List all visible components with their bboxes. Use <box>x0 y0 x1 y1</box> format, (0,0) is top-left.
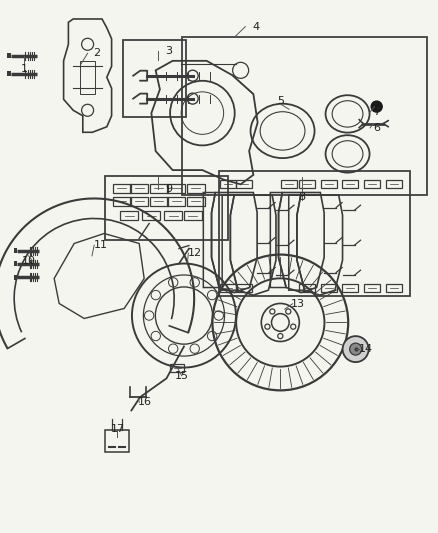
Bar <box>364 180 380 188</box>
Text: 13: 13 <box>291 299 305 309</box>
Bar <box>149 184 168 192</box>
Bar <box>321 180 336 188</box>
Bar <box>237 180 252 188</box>
Bar <box>14 261 18 266</box>
Text: 4: 4 <box>253 22 260 31</box>
Bar <box>167 197 185 206</box>
Bar <box>281 180 297 188</box>
Bar <box>81 61 95 94</box>
Text: 5: 5 <box>277 96 284 106</box>
Bar <box>164 212 182 220</box>
Text: 17: 17 <box>111 424 125 434</box>
Bar <box>113 197 131 206</box>
Text: 2: 2 <box>93 49 100 58</box>
Bar <box>7 71 11 76</box>
Text: 8: 8 <box>299 192 306 202</box>
Bar <box>321 284 336 292</box>
Text: 11: 11 <box>94 240 108 250</box>
Text: 10: 10 <box>21 256 35 266</box>
Bar <box>130 184 148 192</box>
Bar <box>149 197 168 206</box>
Text: 15: 15 <box>175 371 189 381</box>
Bar <box>142 212 160 220</box>
Bar <box>237 284 252 292</box>
Bar <box>219 171 410 296</box>
Circle shape <box>350 343 362 355</box>
Bar <box>184 212 202 220</box>
Bar <box>187 184 205 192</box>
Text: 6: 6 <box>373 123 380 133</box>
Bar <box>182 37 427 195</box>
Text: 9: 9 <box>165 184 172 194</box>
Bar <box>123 40 186 117</box>
Bar <box>299 180 314 188</box>
Bar <box>343 180 358 188</box>
Bar <box>386 180 402 188</box>
Circle shape <box>371 101 382 112</box>
Text: 3: 3 <box>165 46 172 55</box>
Bar <box>113 184 131 192</box>
Bar <box>343 284 358 292</box>
Bar <box>170 364 184 372</box>
Bar <box>105 176 228 240</box>
Circle shape <box>343 336 369 362</box>
Bar <box>386 284 402 292</box>
Bar <box>14 274 18 280</box>
Bar <box>167 184 185 192</box>
Text: 12: 12 <box>188 248 202 258</box>
Bar <box>299 284 314 292</box>
Bar <box>364 284 380 292</box>
Text: 1: 1 <box>21 64 28 74</box>
Text: 14: 14 <box>359 344 373 354</box>
Bar <box>106 430 129 452</box>
Bar <box>220 284 236 292</box>
Bar <box>14 248 18 253</box>
Bar <box>187 197 205 206</box>
Bar <box>220 180 236 188</box>
Bar <box>120 212 138 220</box>
Text: 7: 7 <box>373 107 380 117</box>
Bar <box>7 53 11 59</box>
Bar <box>130 197 148 206</box>
Text: 16: 16 <box>138 398 152 407</box>
